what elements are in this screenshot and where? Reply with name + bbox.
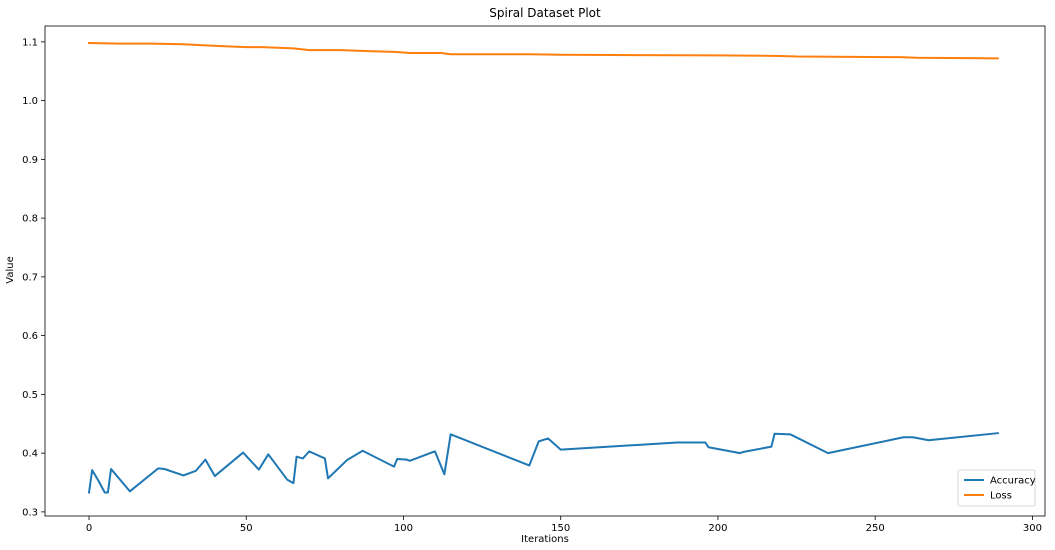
plot-frame bbox=[44, 25, 1046, 517]
series-line-loss bbox=[88, 42, 999, 60]
y-tick-label: 0.3 bbox=[22, 507, 38, 518]
x-tick-label: 50 bbox=[240, 523, 253, 534]
plot-area: 0 50 100 150 200 250 300 0.3 0.4 0.5 0.6 0.7 0.8 0.9 1… bbox=[22, 25, 1046, 534]
x-tick-label: 200 bbox=[708, 523, 727, 534]
y-tick-label: 1.0 bbox=[22, 96, 38, 107]
series-line-accuracy bbox=[87, 432, 999, 494]
y-tick-label: 0.5 bbox=[22, 390, 38, 401]
legend: Accuracy Loss bbox=[957, 469, 1036, 507]
x-tick-label: 100 bbox=[394, 523, 413, 534]
y-tick-label: 0.4 bbox=[22, 449, 38, 460]
x-axis-title: Iterations bbox=[521, 534, 569, 545]
y-axis-title: Value bbox=[5, 256, 16, 283]
y-tick-label: 1.1 bbox=[22, 37, 38, 48]
y-tick-label: 0.6 bbox=[22, 331, 38, 342]
y-tick-label: 0.8 bbox=[22, 214, 38, 225]
x-tick-label: 250 bbox=[866, 523, 885, 534]
y-tick-label: 0.7 bbox=[22, 272, 38, 283]
y-tick-label: 0.9 bbox=[22, 155, 38, 166]
x-tick-label: 150 bbox=[551, 523, 570, 534]
legend-label-accuracy: Accuracy bbox=[990, 476, 1036, 487]
x-tick-label: 0 bbox=[86, 523, 92, 534]
x-tick-label: 300 bbox=[1023, 523, 1042, 534]
chart-title: Spiral Dataset Plot bbox=[489, 6, 601, 20]
legend-label-loss: Loss bbox=[990, 491, 1012, 502]
